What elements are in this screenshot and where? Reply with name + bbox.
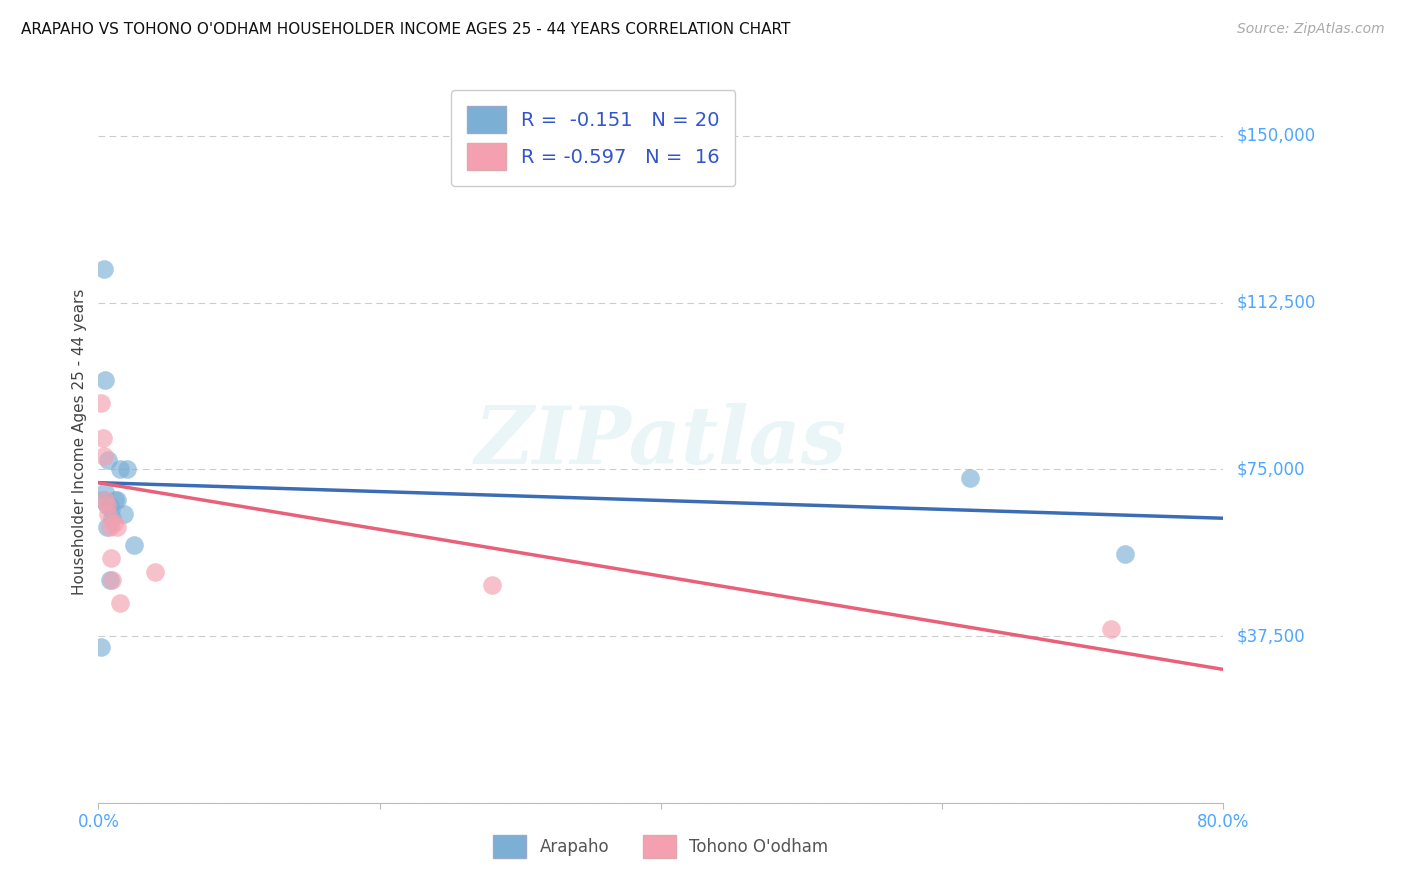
- Point: [108, 462, 131, 476]
- Point: [959, 471, 981, 485]
- Point: [101, 574, 124, 588]
- Point: [97, 507, 120, 521]
- Point: [96, 498, 118, 512]
- Legend: Arapaho, Tohono O'odham: Arapaho, Tohono O'odham: [485, 827, 837, 867]
- Point: [100, 551, 122, 566]
- Point: [115, 462, 138, 476]
- Point: [98, 574, 121, 588]
- Text: ARAPAHO VS TOHONO O'ODHAM HOUSEHOLDER INCOME AGES 25 - 44 YEARS CORRELATION CHAR: ARAPAHO VS TOHONO O'ODHAM HOUSEHOLDER IN…: [21, 22, 790, 37]
- Point: [98, 520, 121, 534]
- Point: [122, 538, 145, 552]
- Point: [108, 596, 131, 610]
- Point: [93, 449, 115, 463]
- Point: [143, 565, 166, 579]
- Point: [96, 520, 118, 534]
- Text: $112,500: $112,500: [1237, 293, 1316, 311]
- Point: [91, 431, 114, 445]
- Point: [105, 520, 128, 534]
- Point: [94, 373, 117, 387]
- Text: Source: ZipAtlas.com: Source: ZipAtlas.com: [1237, 22, 1385, 37]
- Point: [112, 507, 135, 521]
- Point: [101, 511, 124, 525]
- Point: [96, 498, 118, 512]
- Point: [90, 395, 112, 409]
- Text: $150,000: $150,000: [1237, 127, 1316, 145]
- Point: [98, 498, 121, 512]
- Point: [1114, 547, 1136, 561]
- Y-axis label: Householder Income Ages 25 - 44 years: Householder Income Ages 25 - 44 years: [72, 288, 87, 595]
- Point: [103, 516, 125, 530]
- Point: [104, 493, 127, 508]
- Text: ZIPatlas: ZIPatlas: [475, 403, 846, 480]
- Point: [105, 493, 128, 508]
- Point: [94, 484, 117, 499]
- Point: [97, 453, 120, 467]
- Point: [90, 640, 112, 655]
- Point: [91, 493, 114, 508]
- Point: [481, 578, 503, 592]
- Point: [1099, 623, 1122, 637]
- Text: $37,500: $37,500: [1237, 627, 1306, 645]
- Point: [93, 262, 115, 277]
- Text: $75,000: $75,000: [1237, 460, 1306, 478]
- Point: [100, 502, 122, 516]
- Point: [94, 493, 117, 508]
